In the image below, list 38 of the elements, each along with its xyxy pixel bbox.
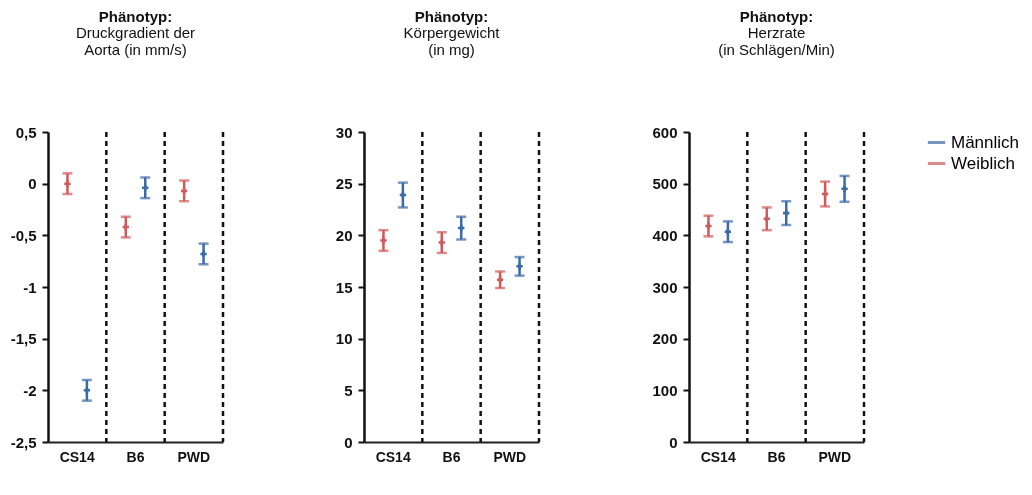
chart-title: Phänotyp: — [98, 8, 173, 25]
x-tick-label: B6 — [126, 448, 145, 465]
chart-subtitle: Druckgradient der Aorta (in mm/s) — [75, 24, 196, 58]
y-tick-label: 0,5 — [15, 123, 37, 141]
y-tick-label: 200 — [652, 330, 678, 348]
y-tick-label: 10 — [335, 330, 353, 348]
y-tick-label: -2,5 — [10, 433, 37, 451]
y-tick-label: -1,5 — [10, 330, 37, 348]
y-tick-label: -0,5 — [10, 226, 37, 244]
y-tick-label: 300 — [652, 278, 678, 296]
x-tick-label: CS14 — [59, 448, 95, 465]
legend-label: Weiblich — [951, 153, 1015, 173]
x-tick-label: B6 — [767, 448, 786, 465]
x-tick-label: PWD — [177, 448, 211, 465]
y-tick-label: 0 — [344, 433, 353, 451]
y-tick-label: 15 — [335, 278, 353, 296]
y-tick-label: 500 — [652, 175, 678, 193]
y-tick-label: 30 — [335, 123, 353, 141]
y-tick-label: 25 — [335, 175, 353, 193]
chart-title: Phänotyp: — [414, 8, 489, 25]
y-tick-label: 5 — [344, 381, 353, 399]
x-tick-label: PWD — [493, 448, 527, 465]
y-tick-label: 600 — [652, 123, 678, 141]
y-tick-label: 0 — [28, 175, 37, 193]
y-tick-label: -2 — [23, 381, 37, 399]
chart-title: Phänotyp: — [739, 8, 814, 25]
legend-label: Männlich — [951, 132, 1020, 152]
chart-subtitle: Körpergewicht (in mg) — [403, 24, 501, 58]
x-tick-label: B6 — [442, 448, 461, 465]
y-tick-label: 20 — [335, 226, 353, 244]
x-tick-label: CS14 — [375, 448, 411, 465]
y-tick-label: -1 — [23, 278, 37, 296]
x-tick-label: CS14 — [700, 448, 736, 465]
y-tick-label: 0 — [669, 433, 678, 451]
y-tick-label: 400 — [652, 226, 678, 244]
x-tick-label: PWD — [818, 448, 852, 465]
chart-subtitle: Herzrate (in Schlägen/Min) — [718, 24, 835, 58]
y-tick-label: 100 — [652, 381, 678, 399]
